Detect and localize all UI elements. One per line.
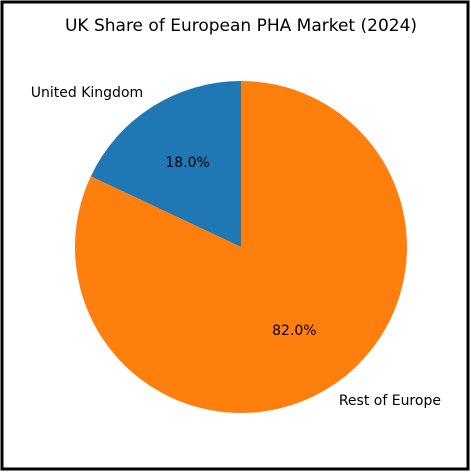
chart-title: UK Share of European PHA Market (2024) — [65, 16, 417, 36]
slice-label: Rest of Europe — [339, 393, 441, 409]
slice-label: United Kingdom — [31, 85, 143, 101]
pie-slice — [75, 81, 407, 413]
pie-slice — [90, 81, 241, 247]
value-label: 82.0% — [272, 323, 316, 339]
value-label: 18.0% — [165, 155, 209, 171]
